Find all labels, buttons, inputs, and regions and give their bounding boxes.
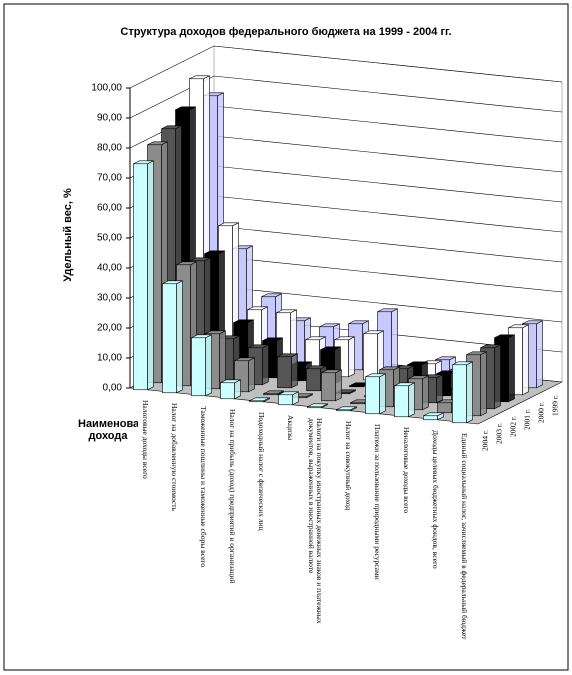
bar-front — [363, 333, 378, 381]
bar — [423, 412, 444, 421]
x-tick-label: Подоходный налог с физических лиц — [256, 412, 266, 531]
x-tick-label: Налог на прибыль (доход) предприятий и о… — [227, 409, 237, 584]
bar — [321, 369, 342, 402]
bar-side — [422, 375, 429, 411]
bar — [452, 361, 473, 424]
bar-side — [176, 280, 183, 394]
bar — [277, 353, 298, 389]
x-tick-label: Неналоговые доходы всего — [401, 427, 411, 514]
x-tick-label: Налог на добавленную стоимость — [169, 403, 179, 511]
bar — [263, 390, 284, 396]
bar-side — [466, 361, 473, 424]
bar-side — [205, 334, 212, 397]
y-tick-label: 80,00 — [97, 143, 122, 154]
bar-side — [494, 344, 501, 410]
bar — [248, 344, 269, 386]
bar-front — [220, 382, 235, 400]
y-tick-label: 100,00 — [91, 83, 122, 94]
bar-side — [391, 308, 398, 374]
bar-side — [348, 336, 355, 378]
bar-front — [191, 337, 206, 397]
x-axis-title-box: Наименование дохода — [78, 418, 138, 442]
bar-front — [394, 385, 409, 418]
bar-side — [262, 344, 269, 386]
bar — [365, 373, 386, 415]
bar-front — [452, 364, 467, 424]
y-tick-label: 40,00 — [97, 263, 122, 274]
x-tick-label: Налоговые доходы всего — [140, 400, 150, 479]
y-tick-label: 30,00 — [97, 293, 122, 304]
bar-front — [321, 372, 336, 402]
bar-side — [335, 369, 342, 402]
bar-front — [277, 356, 292, 389]
bar — [162, 280, 183, 394]
bar — [191, 334, 212, 397]
bar — [278, 391, 299, 406]
y-tick-label: 70,00 — [97, 173, 122, 184]
bar-side — [436, 374, 443, 404]
bar-side — [248, 357, 255, 393]
x-tick-label: Платежи за пользование природными ресурс… — [372, 424, 382, 580]
bar-front — [133, 163, 148, 391]
bar-front — [162, 283, 177, 394]
chart-title: Структура доходов федерального бюджета н… — [120, 26, 451, 38]
series-label: 1999 г. — [551, 395, 560, 416]
x-tick-label: Единый социальный налог, зачисляемый в ф… — [459, 433, 469, 640]
bar-side — [291, 353, 298, 389]
bar-side — [147, 160, 154, 391]
bar-side — [219, 330, 226, 390]
series-label: 2000 г. — [537, 402, 546, 423]
series-label: 2001 г. — [523, 409, 532, 430]
x-axis-title: Наименование дохода — [78, 418, 138, 442]
bar — [336, 406, 357, 412]
y-tick-label: 20,00 — [97, 323, 122, 334]
bar — [394, 382, 415, 418]
x-tick-label: Налог на совокупный доход — [343, 421, 353, 511]
y-tick-label: 90,00 — [97, 113, 122, 124]
bar-front — [349, 385, 364, 388]
bar-front — [249, 400, 264, 403]
grid-line — [129, 75, 563, 119]
y-tick-label: 60,00 — [97, 203, 122, 214]
bar — [307, 403, 328, 409]
bar-front — [423, 415, 438, 421]
y-tick-label: 0,00 — [103, 383, 123, 394]
bar-side — [480, 351, 487, 417]
bar-side — [522, 324, 529, 396]
bar — [249, 397, 270, 403]
frame — [3, 3, 569, 671]
bar-front — [437, 402, 452, 414]
bar-front — [336, 409, 351, 412]
bar-side — [379, 373, 386, 415]
bar-side — [508, 334, 515, 403]
x-tick-label: Акцизы — [285, 415, 295, 441]
series-label: 2002 г. — [509, 416, 518, 437]
series-label: 2003 г. — [495, 423, 504, 444]
x-tick-label: Налоги на покупку иностранных денежных з… — [306, 418, 324, 624]
y-tick-label: 10,00 — [97, 353, 122, 364]
grid-line — [129, 45, 563, 89]
y-axis-title: Удельный вес, % — [62, 188, 74, 282]
bar — [133, 160, 154, 391]
bar-front — [278, 394, 293, 406]
bar-front — [306, 368, 321, 392]
series-label: 2004 г. — [481, 430, 490, 451]
bar — [220, 379, 241, 400]
x-tick-label: Доходы целевых бюджетных фондов, всего — [430, 430, 440, 569]
bar-front — [365, 376, 380, 415]
bar-side — [536, 320, 543, 389]
y-tick-label: 50,00 — [97, 233, 122, 244]
bar-front — [350, 402, 365, 405]
bar-front — [307, 406, 322, 409]
bar-side — [408, 382, 415, 418]
x-tick-label: Таможенные пошлины и таможенные сборы вс… — [198, 406, 208, 568]
bar-front — [263, 393, 278, 396]
